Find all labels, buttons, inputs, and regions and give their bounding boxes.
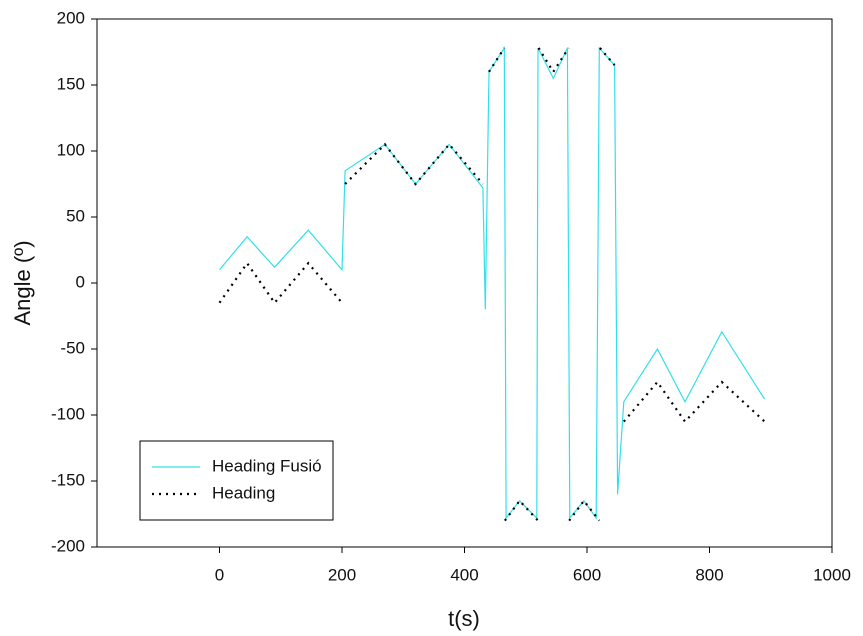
x-tick-label: 400	[450, 565, 478, 584]
y-tick-label: -200	[51, 536, 85, 555]
x-tick-label: 0	[215, 565, 224, 584]
y-tick-label: 0	[76, 272, 85, 291]
y-tick-label: -50	[60, 338, 85, 357]
x-tick-label: 600	[573, 565, 601, 584]
x-tick-label: 200	[328, 565, 356, 584]
y-tick-label: -150	[51, 470, 85, 489]
x-axis-title: t(s)	[448, 606, 480, 631]
y-axis-title: Angle (º)	[10, 240, 35, 325]
y-tick-label: 50	[66, 206, 85, 225]
legend-box	[139, 440, 334, 521]
x-tick-label: 800	[695, 565, 723, 584]
data-line	[218, 47, 766, 522]
y-tick-label: 150	[57, 74, 85, 93]
legend-text: Heading	[212, 483, 275, 502]
y-tick-label: 200	[57, 8, 85, 27]
y-tick-label: -100	[51, 404, 85, 423]
x-tick-label: 1000	[813, 565, 851, 584]
y-tick-label: 100	[57, 140, 85, 159]
legend-text: Heading Fusió	[212, 456, 322, 475]
